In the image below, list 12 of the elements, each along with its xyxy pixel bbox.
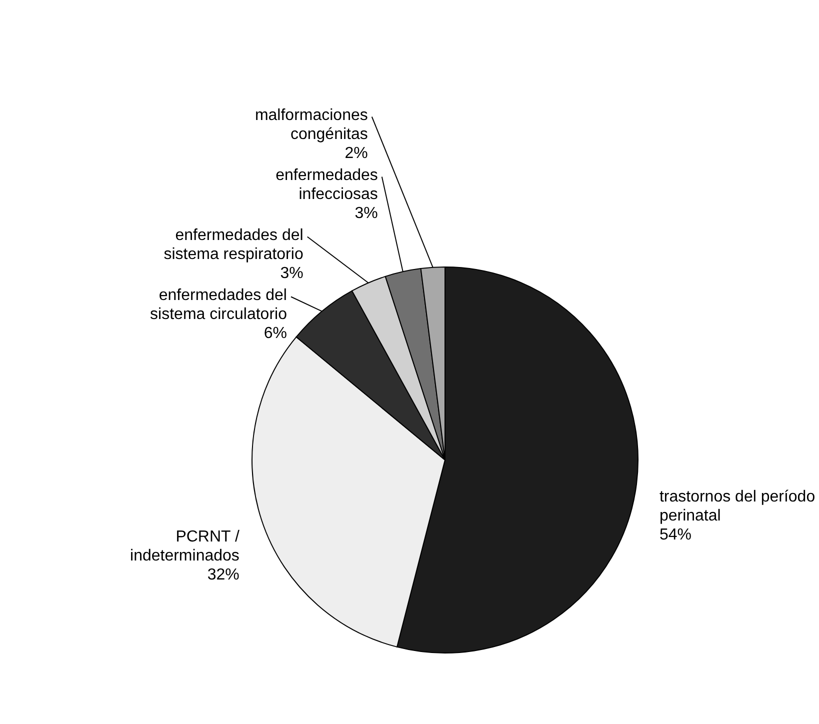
data-label: 3% xyxy=(354,204,378,222)
slice-label: PCRNT / indeterminados xyxy=(130,528,240,564)
slice-label: enfermedades del sistema respiratorio xyxy=(164,226,304,263)
slice-label: trastornos del período perinatal xyxy=(659,488,816,525)
data-label: 54% xyxy=(659,526,692,544)
slice-label: enfermedades del sistema circulatorio xyxy=(150,286,288,323)
slice-label: enfermedades infecciosas xyxy=(276,166,378,203)
data-label: 2% xyxy=(344,144,368,162)
data-label: 3% xyxy=(280,264,304,282)
data-label: 6% xyxy=(264,324,287,342)
data-label: 32% xyxy=(207,566,240,584)
slice-label: malformaciones congénitas xyxy=(254,106,368,143)
